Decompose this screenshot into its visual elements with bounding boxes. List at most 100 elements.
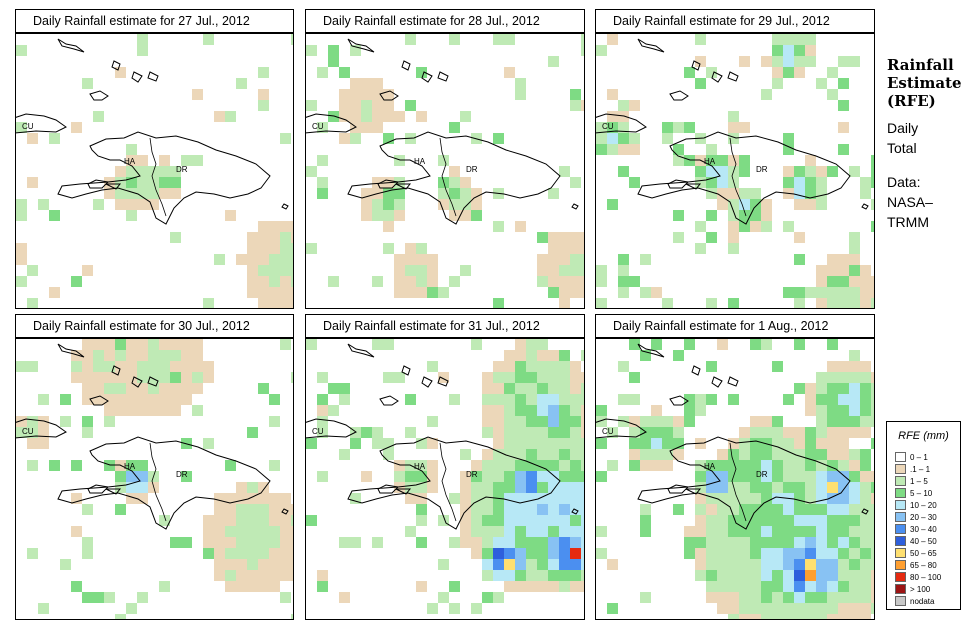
rfe-legend: RFE (mm) 0 – 1 .1 – 1 1 – 5 5 – 10 10 – 20 20… xyxy=(886,421,961,610)
rainfall-map: CU HA DR xyxy=(305,33,585,309)
legend-item: nodata xyxy=(895,595,934,607)
legend-label: 50 – 65 xyxy=(910,548,937,558)
legend-item: 40 – 50 xyxy=(895,535,937,547)
legend-item: 1 – 5 xyxy=(895,475,928,487)
panel-title: Daily Rainfall estimate for 29 Jul., 201… xyxy=(595,9,875,33)
legend-label: .1 – 1 xyxy=(910,464,931,474)
rainfall-grid xyxy=(596,34,874,308)
legend-item: 80 – 100 xyxy=(895,571,941,583)
period-line: Total xyxy=(887,140,917,156)
legend-label: 20 – 30 xyxy=(910,512,937,522)
coastline xyxy=(306,38,579,225)
map-label-cuba: CU xyxy=(602,122,614,131)
legend-label: 0 – 1 xyxy=(910,452,928,462)
legend-swatch xyxy=(895,524,906,534)
rainfall-map: CU HA DR xyxy=(15,33,294,309)
rfe-title-line: (RFE) xyxy=(887,92,936,110)
map-info-sidebar: Rainfall Estimate (RFE) Daily Total Data… xyxy=(887,56,969,232)
rainfall-grid xyxy=(16,34,293,308)
map-svg: CU HA DR xyxy=(16,34,293,308)
coastline xyxy=(16,38,289,225)
legend-label: 80 – 100 xyxy=(910,572,942,582)
rfe-title-line: Rainfall xyxy=(887,56,954,74)
legend-label: 65 – 80 xyxy=(910,560,937,570)
panel-title: Daily Rainfall estimate for 30 Jul., 201… xyxy=(15,314,294,338)
rainfall-grid xyxy=(16,339,293,619)
map-label-haiti: HA xyxy=(124,157,136,166)
source-line: TRMM xyxy=(887,214,929,230)
map-label-dr: DR xyxy=(756,165,768,174)
legend-swatch xyxy=(895,500,906,510)
map-label-haiti: HA xyxy=(704,462,716,471)
period-text: Daily Total xyxy=(887,118,969,158)
map-svg: CU HA DR xyxy=(306,34,584,308)
legend-swatch xyxy=(895,464,906,474)
map-label-dr: DR xyxy=(466,470,478,479)
legend-swatch xyxy=(895,560,906,570)
legend-item: 50 – 65 xyxy=(895,547,937,559)
legend-item: 0 – 1 xyxy=(895,451,928,463)
legend-item: 30 – 40 xyxy=(895,523,937,535)
coastline xyxy=(596,343,869,530)
legend-item: 20 – 30 xyxy=(895,511,937,523)
legend-label: 40 – 50 xyxy=(910,536,937,546)
source-text: Data: NASA– TRMM xyxy=(887,172,969,232)
map-label-haiti: HA xyxy=(414,462,426,471)
legend-swatch xyxy=(895,584,906,594)
legend-item: 5 – 10 xyxy=(895,487,932,499)
coastline xyxy=(596,38,869,225)
rfe-title: Rainfall Estimate (RFE) xyxy=(887,56,969,110)
legend-label: > 100 xyxy=(910,584,931,594)
map-svg: CU HA DR xyxy=(596,339,874,619)
panel-title: Daily Rainfall estimate for 27 Jul., 201… xyxy=(15,9,294,33)
map-svg: CU HA DR xyxy=(596,34,874,308)
map-label-cuba: CU xyxy=(22,122,34,131)
map-label-haiti: HA xyxy=(124,462,136,471)
legend-label: 30 – 40 xyxy=(910,524,937,534)
legend-title: RFE (mm) xyxy=(898,430,949,442)
map-svg: CU HA DR xyxy=(16,339,293,619)
panel-title: Daily Rainfall estimate for 1 Aug., 2012 xyxy=(595,314,875,338)
legend-swatch xyxy=(895,512,906,522)
coastline xyxy=(306,343,579,530)
map-label-dr: DR xyxy=(756,470,768,479)
legend-label: nodata xyxy=(910,596,935,606)
map-label-haiti: HA xyxy=(704,157,716,166)
map-label-dr: DR xyxy=(466,165,478,174)
panel-title: Daily Rainfall estimate for 28 Jul., 201… xyxy=(305,9,585,33)
legend-label: 10 – 20 xyxy=(910,500,937,510)
rainfall-grid xyxy=(306,339,584,614)
legend-swatch xyxy=(895,596,906,606)
source-line: NASA– xyxy=(887,194,933,210)
legend-item: .1 – 1 xyxy=(895,463,930,475)
legend-item: 65 – 80 xyxy=(895,559,937,571)
rainfall-map: CU HA DR xyxy=(595,33,875,309)
map-label-dr: DR xyxy=(176,470,188,479)
map-label-cuba: CU xyxy=(22,427,34,436)
map-label-haiti: HA xyxy=(414,157,426,166)
legend-item: 10 – 20 xyxy=(895,499,937,511)
legend-label: 1 – 5 xyxy=(910,476,928,486)
legend-swatch xyxy=(895,488,906,498)
map-svg: CU HA DR xyxy=(306,339,584,614)
legend-swatch xyxy=(895,452,906,462)
coastline xyxy=(16,343,289,530)
legend-swatch xyxy=(895,476,906,486)
map-label-cuba: CU xyxy=(312,122,324,131)
rfe-title-line: Estimate xyxy=(887,74,962,92)
rainfall-map: CU HA DR xyxy=(305,338,585,620)
map-label-cuba: CU xyxy=(312,427,324,436)
period-line: Daily xyxy=(887,120,919,136)
legend-swatch xyxy=(895,548,906,558)
source-line: Data: xyxy=(887,174,921,190)
legend-label: 5 – 10 xyxy=(910,488,933,498)
map-label-dr: DR xyxy=(176,165,188,174)
legend-item: > 100 xyxy=(895,583,930,595)
rainfall-grid xyxy=(596,339,874,619)
map-label-cuba: CU xyxy=(602,427,614,436)
legend-swatch xyxy=(895,572,906,582)
rainfall-map: CU HA DR xyxy=(595,338,875,620)
panel-title: Daily Rainfall estimate for 31 Jul., 201… xyxy=(305,314,585,338)
legend-swatch xyxy=(895,536,906,546)
rainfall-map: CU HA DR xyxy=(15,338,294,620)
